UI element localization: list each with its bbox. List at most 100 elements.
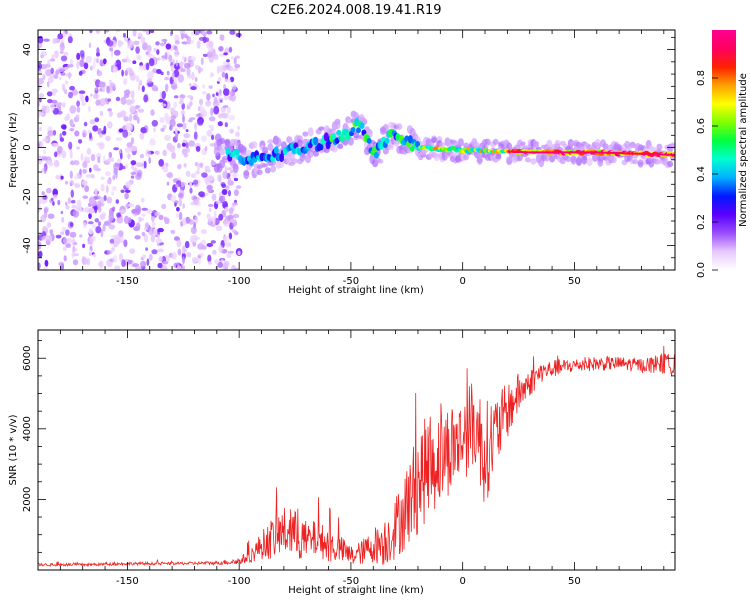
heatmap-cell <box>148 58 155 67</box>
heatmap-cell <box>68 33 73 38</box>
heatmap-cell <box>587 151 591 154</box>
heatmap-cell <box>228 95 232 101</box>
heatmap-cell <box>108 224 116 230</box>
heatmap-cell <box>210 240 216 244</box>
heatmap-cell <box>188 119 193 123</box>
colorbar-tick-label: 0.4 <box>696 166 707 182</box>
heatmap-cell <box>476 158 483 163</box>
heatmap-cell <box>234 149 240 156</box>
heatmap-cell <box>71 89 79 96</box>
heatmap-cell <box>215 200 221 205</box>
heatmap-cell <box>211 134 215 140</box>
heatmap-cell <box>173 50 180 57</box>
heatmap-cell <box>68 64 74 68</box>
heatmap-cell <box>232 68 239 72</box>
heatmap-cell <box>230 169 234 174</box>
heatmap-cell <box>82 243 86 248</box>
heatmap-cell <box>215 92 219 96</box>
heatmap-cell <box>102 87 105 93</box>
heatmap-cell <box>206 42 210 49</box>
heatmap-cell <box>545 151 549 154</box>
heatmap-cell <box>121 58 128 63</box>
heatmap-cell <box>190 226 197 235</box>
heatmap-cell <box>565 151 569 154</box>
heatmap-cell <box>163 38 167 45</box>
heatmap-cell <box>105 30 110 33</box>
heatmap-cell <box>213 211 217 220</box>
heatmap-cell <box>130 160 137 166</box>
heatmap-cell <box>225 185 230 191</box>
heatmap-cell <box>318 126 325 131</box>
heatmap-cell <box>141 213 146 217</box>
x-tick-label: 0 <box>459 576 465 587</box>
heatmap-cell <box>170 64 175 72</box>
heatmap-cell <box>118 230 124 238</box>
heatmap-cell <box>42 74 46 80</box>
heatmap-cell <box>50 103 55 111</box>
heatmap-cell <box>141 85 145 93</box>
heatmap-cell <box>632 152 636 155</box>
heatmap-cell <box>96 47 100 56</box>
heatmap-cell <box>93 57 97 63</box>
heatmap-cell <box>356 127 361 134</box>
heatmap-cell <box>109 238 115 244</box>
heatmap-cell <box>251 141 258 149</box>
heatmap-cell <box>575 156 582 166</box>
heatmap-cell <box>181 217 187 226</box>
heatmap-cell <box>43 207 48 213</box>
heatmap-cell <box>151 119 158 127</box>
heatmap-cell <box>70 189 75 198</box>
heatmap-cell <box>176 261 180 267</box>
heatmap-cell <box>65 229 70 236</box>
heatmap-cell <box>168 54 173 63</box>
heatmap-cell <box>113 147 119 151</box>
heatmap-cell <box>108 110 113 117</box>
heatmap-cell <box>415 141 420 148</box>
heatmap-cell <box>180 181 185 188</box>
heatmap-cell <box>200 229 207 235</box>
heatmap-cell <box>171 72 175 80</box>
heatmap-cell <box>291 158 298 164</box>
heatmap-cell <box>182 122 187 130</box>
heatmap-cell <box>119 110 127 118</box>
heatmap-cell <box>161 103 167 107</box>
heatmap-cell <box>177 248 182 256</box>
heatmap-cell <box>90 93 93 97</box>
heatmap-cell <box>52 188 58 197</box>
heatmap-cell <box>59 50 64 54</box>
heatmap-cell <box>38 262 41 270</box>
heatmap-cell <box>130 175 135 179</box>
heatmap-cell <box>162 164 169 173</box>
heatmap-cell <box>233 57 237 65</box>
heatmap-cell <box>180 110 186 115</box>
heatmap-cell <box>132 114 138 121</box>
heatmap-cell <box>206 243 214 247</box>
heatmap-cell <box>142 30 146 33</box>
heatmap-cell <box>183 163 187 168</box>
heatmap-cell <box>132 30 137 37</box>
heatmap-cell <box>218 213 224 221</box>
heatmap-cell <box>228 114 236 121</box>
heatmap-cell <box>206 30 213 35</box>
heatmap-cell <box>98 206 102 213</box>
heatmap-cell <box>122 129 129 138</box>
heatmap-cell <box>388 145 395 150</box>
heatmap-cell <box>67 197 71 205</box>
heatmap-cell <box>650 153 654 156</box>
heatmap-cell <box>99 213 106 220</box>
heatmap-cell <box>57 145 63 153</box>
heatmap-cell <box>52 38 57 44</box>
heatmap-cell <box>159 91 163 100</box>
colorbar-tick-label: 0.6 <box>696 118 707 134</box>
heatmap-cell <box>54 151 58 158</box>
heatmap-cell <box>69 128 75 132</box>
heatmap-cell <box>43 166 47 175</box>
snr-ylabel: SNR (10 * v/v) <box>8 414 19 485</box>
heatmap-cell <box>194 122 198 131</box>
colorbar-gradient <box>712 30 736 270</box>
heatmap-cell <box>61 130 67 136</box>
heatmap-cell <box>231 173 239 178</box>
heatmap-cell <box>484 138 491 146</box>
heatmap-cell <box>186 67 191 77</box>
heatmap-cell <box>42 195 48 200</box>
